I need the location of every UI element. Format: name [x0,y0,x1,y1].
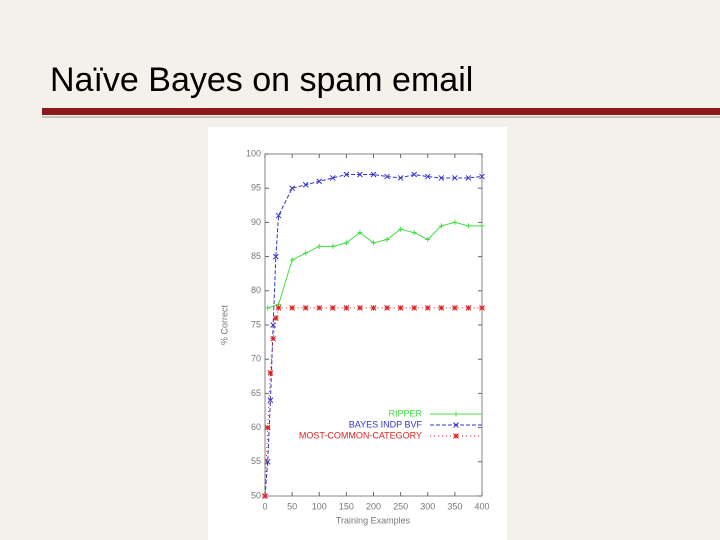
slide-title: Naïve Bayes on spam email [50,61,473,99]
data-point [343,305,350,311]
data-point [398,226,404,232]
legend-marker [453,433,459,439]
y-tick-label: 60 [251,422,261,432]
data-point [438,305,445,311]
data-point [302,181,309,188]
data-point [370,171,377,178]
data-point [262,493,268,499]
data-point [384,237,390,242]
data-point [438,175,445,181]
legend-marker [453,411,459,417]
x-tick-label: 400 [474,501,489,511]
x-tick-label: 300 [420,501,435,511]
data-point [370,305,377,311]
legend-label: RIPPER [388,408,422,418]
y-axis-label: % Correct [219,305,229,346]
data-point [424,173,431,180]
data-point [465,175,472,181]
y-tick-label: 85 [251,251,261,261]
data-point [452,175,458,181]
y-tick-label: 100 [246,148,261,158]
data-point [289,257,295,263]
data-point [270,335,276,342]
data-point [272,253,279,260]
data-point [465,223,471,229]
data-point [479,223,485,229]
data-point [425,237,431,242]
data-point [272,315,279,322]
data-point [384,305,390,311]
data-point [452,305,458,311]
y-tick-label: 70 [251,354,261,364]
y-tick-label: 65 [251,388,261,398]
data-point [397,175,404,181]
data-point [267,370,274,376]
legend-marker [453,422,459,428]
x-tick-label: 250 [393,501,408,511]
y-tick-label: 50 [251,490,261,500]
y-tick-label: 55 [251,456,261,466]
data-point [329,175,336,181]
data-point [289,305,295,311]
data-point [479,173,485,180]
x-tick-label: 350 [447,501,462,511]
data-point [465,305,472,311]
x-tick-label: 0 [262,501,267,511]
data-point [479,305,485,311]
data-point [424,305,431,311]
x-tick-label: 100 [312,501,327,511]
data-point [329,305,336,311]
y-tick-label: 75 [251,319,261,329]
title-rule [42,108,720,115]
data-point [411,171,418,178]
data-point [275,305,282,311]
x-tick-label: 150 [339,501,354,511]
data-point [452,219,458,225]
y-tick-label: 95 [251,183,261,193]
x-tick-label: 200 [366,501,381,511]
chart-panel [208,127,507,540]
data-point [411,230,417,236]
legend-label: MOST-COMMON-CATEGORY [299,430,422,440]
x-axis-label: Training Examples [336,515,411,525]
data-point [357,305,363,311]
data-point [343,240,349,246]
data-point [343,171,350,178]
data-point [303,250,309,256]
x-tick-label: 50 [287,501,297,511]
data-point [438,223,444,229]
data-point [316,178,323,185]
data-point [357,171,363,178]
data-point [384,173,390,180]
data-point [275,212,282,219]
data-point [357,230,363,236]
data-point [316,305,323,311]
y-tick-label: 80 [251,285,261,295]
y-tick-label: 90 [251,217,261,227]
data-point [264,424,271,431]
data-point [302,305,309,311]
data-point [371,240,376,246]
data-point [316,243,322,249]
legend-label: BAYES INDP BVF [349,419,423,429]
data-point [411,305,418,311]
data-point [267,397,274,404]
data-point [289,185,295,192]
data-point [265,305,271,311]
data-point [330,243,336,249]
data-point [397,305,404,311]
